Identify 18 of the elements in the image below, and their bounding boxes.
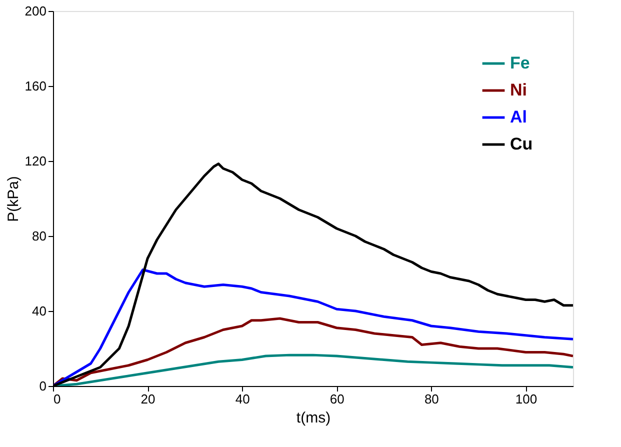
x-tick-label: 80 — [424, 392, 439, 406]
y-tick-label: 80 — [32, 228, 46, 244]
legend-label: Ni — [510, 80, 527, 100]
x-tick-label: 100 — [515, 392, 538, 406]
legend-label: Cu — [510, 134, 533, 154]
x-tick-label: 20 — [140, 392, 156, 406]
y-tick-label: 120 — [24, 154, 46, 168]
x-tick-label: 40 — [235, 392, 250, 406]
y-tick-label: 200 — [24, 4, 46, 18]
legend-label: Al — [510, 108, 527, 126]
y-tick-label: 40 — [32, 304, 46, 318]
y-tick-label: 0 — [39, 378, 46, 394]
x-tick-label: 60 — [330, 392, 344, 406]
legend-label: Fe — [510, 54, 530, 72]
x-axis-title: t(ms) — [296, 410, 331, 426]
y-tick-label: 160 — [24, 78, 46, 94]
x-tick-label: 0 — [54, 392, 61, 406]
y-axis-title: P(kPa) — [4, 176, 22, 222]
